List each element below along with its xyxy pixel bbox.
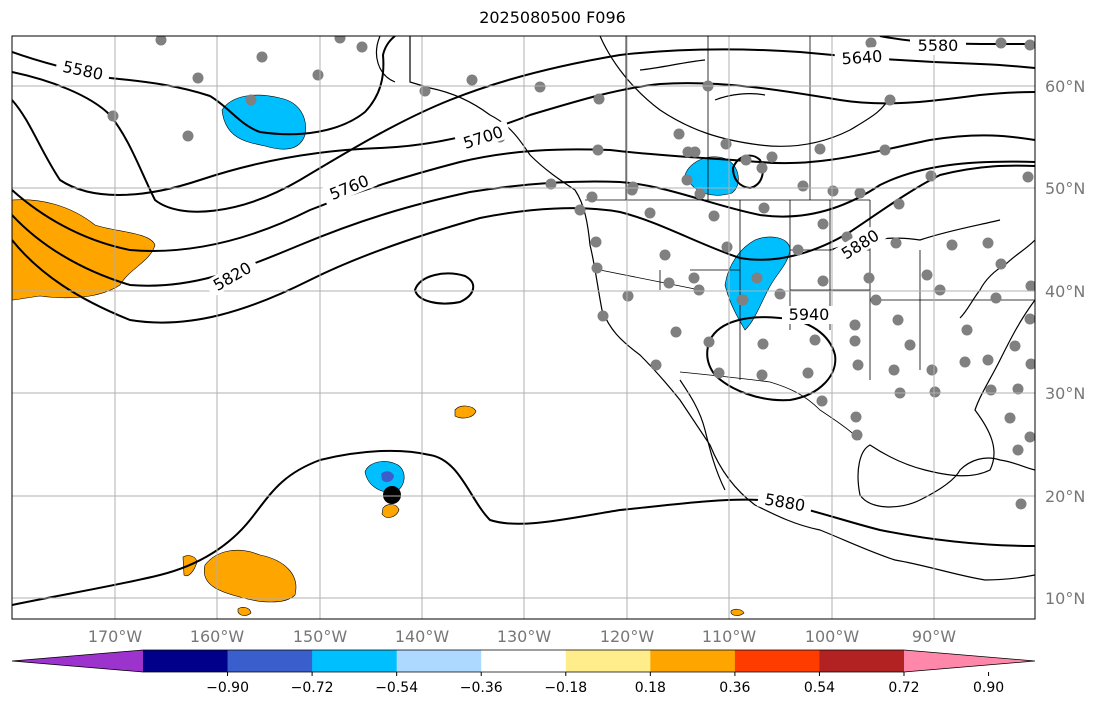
contour-5880-south bbox=[12, 449, 1035, 606]
lon-label: 140°W bbox=[395, 627, 450, 646]
coastlines bbox=[375, 36, 1035, 581]
lon-label: 150°W bbox=[293, 627, 348, 646]
warm-anomaly-small2 bbox=[381, 504, 400, 518]
station-dots bbox=[107, 36, 1035, 510]
colorbar: −0.90 −0.72 −0.54 −0.36 −0.18 0.18 0.36 0.54 0.7… bbox=[11, 649, 1036, 696]
arctic-island1 bbox=[639, 59, 706, 71]
contour-5820 bbox=[12, 160, 1035, 287]
lat-label: 40°N bbox=[1045, 282, 1085, 301]
colorbar-tick-label: −0.18 bbox=[544, 680, 587, 696]
colorbar-segment bbox=[734, 650, 820, 672]
map-title: 2025080500 F096 bbox=[479, 8, 626, 27]
cold-anomaly-alaska bbox=[221, 94, 306, 150]
lon-label: 120°W bbox=[600, 627, 655, 646]
colorbar-segment bbox=[396, 650, 482, 672]
storm-center-marker bbox=[383, 486, 401, 504]
colorbar-tick-label: −0.36 bbox=[460, 680, 503, 696]
east-coast bbox=[959, 239, 1035, 319]
colorbar-segment bbox=[312, 650, 398, 672]
colorbar-outline bbox=[11, 649, 1036, 673]
canada-arctic bbox=[599, 36, 891, 147]
contour-5760 bbox=[12, 134, 1035, 252]
cold-anomaly-rockies bbox=[724, 236, 791, 331]
colorbar-segment bbox=[143, 650, 229, 672]
warm-anomaly-small4 bbox=[237, 607, 252, 616]
pacific-coast bbox=[409, 36, 1035, 581]
warm-anomaly-small5 bbox=[730, 608, 745, 616]
alaska-border bbox=[375, 36, 396, 83]
cold-anomaly-hawaii-core bbox=[381, 471, 394, 483]
lon-label: 160°W bbox=[190, 627, 245, 646]
lat-label: 50°N bbox=[1045, 179, 1085, 198]
colorbar-tick-label: 0.72 bbox=[888, 680, 919, 696]
longitude-labels: 170°W 160°W 150°W 140°W 130°W 120°W 110°… bbox=[88, 627, 956, 646]
grid-lines bbox=[12, 36, 1035, 619]
map-frame bbox=[11, 35, 1036, 620]
lon-label: 170°W bbox=[88, 627, 143, 646]
latitude-labels: 60°N 50°N 40°N 30°N 20°N 10°N bbox=[1045, 77, 1085, 608]
colorbar-tick-label: −0.72 bbox=[291, 680, 334, 696]
colorbar-tick-label: −0.54 bbox=[375, 680, 418, 696]
contour-label: 5580 bbox=[918, 36, 959, 55]
us-state-lines-east bbox=[790, 200, 1035, 380]
colorbar-tick-label: 0.54 bbox=[804, 680, 835, 696]
colorbar-tick-label: 0.36 bbox=[719, 680, 750, 696]
colorbar-tick-label: −0.90 bbox=[206, 680, 249, 696]
gulf-coast bbox=[857, 299, 1035, 508]
warm-anomaly-south bbox=[203, 549, 297, 603]
colorbar-segment bbox=[481, 650, 567, 672]
colorbar-segment bbox=[650, 650, 736, 672]
lon-label: 100°W bbox=[805, 627, 860, 646]
contour-closed-pacific bbox=[413, 272, 475, 305]
contour-label: 5940 bbox=[789, 305, 830, 324]
colorbar-extend-high bbox=[904, 650, 1035, 672]
colorbar-segment bbox=[227, 650, 313, 672]
lon-label: 90°W bbox=[912, 627, 956, 646]
colorbar-tick-label: 0.18 bbox=[635, 680, 666, 696]
colorbar-tick-label: 0.90 bbox=[973, 680, 1004, 696]
arctic-island2 bbox=[714, 93, 766, 101]
lat-label: 20°N bbox=[1045, 487, 1085, 506]
colorbar-segment bbox=[565, 650, 651, 672]
lat-label: 30°N bbox=[1045, 384, 1085, 403]
lat-label: 60°N bbox=[1045, 77, 1085, 96]
colorbar-segment bbox=[819, 650, 905, 672]
warm-anomaly-small1 bbox=[454, 405, 477, 419]
lon-label: 110°W bbox=[702, 627, 757, 646]
us-state-lines bbox=[599, 200, 791, 380]
contour-label: 5640 bbox=[841, 47, 883, 69]
contour-labels: 5580 5580 5640 5700 5760 5820 5880 5880 … bbox=[54, 36, 966, 516]
colorbar-extend-low bbox=[12, 650, 143, 672]
lon-label: 130°W bbox=[497, 627, 552, 646]
lat-label: 10°N bbox=[1045, 589, 1085, 608]
